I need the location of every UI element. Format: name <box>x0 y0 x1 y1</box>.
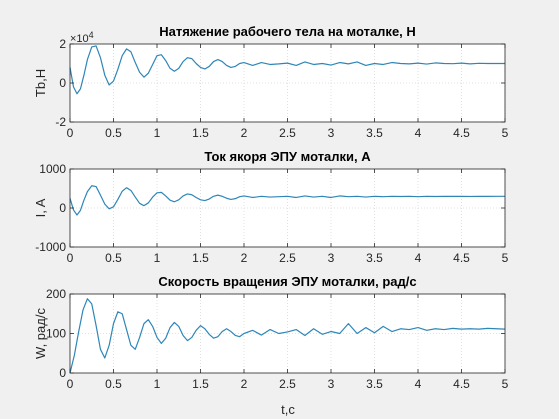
current-y-tick-label: 0 <box>59 201 66 215</box>
speed-x-tick-label: 3 <box>328 377 335 391</box>
speed-x-tick-label: 4 <box>415 377 422 391</box>
current-series-line-0 <box>69 185 505 216</box>
current-x-tick-label: 4 <box>415 251 422 265</box>
current-y-tick-label: 1000 <box>39 162 66 176</box>
speed-x-tick-label: 1.5 <box>192 377 209 391</box>
tension-y-tick-label: 0 <box>59 76 66 90</box>
current-x-tick-label: 3.5 <box>366 251 383 265</box>
tension-y-exponent: ×104 <box>70 30 94 45</box>
speed-y-tick-label: 0 <box>59 366 66 380</box>
current-x-tick-label: 3 <box>328 251 335 265</box>
current-x-tick-label: 2.5 <box>279 251 296 265</box>
tension-x-tick-label: 1.5 <box>192 126 209 140</box>
tension-x-tick-label: 3 <box>328 126 335 140</box>
speed-x-tick-label: 4.5 <box>453 377 470 391</box>
speed-x-tick-label: 2 <box>241 377 248 391</box>
tension-y-tick-label: -2 <box>55 115 66 129</box>
tension-x-tick-label: 4 <box>415 126 422 140</box>
tension-y-axis-label: Tb,H <box>33 69 48 97</box>
tension-title: Натяжение рабочего тела на моталке, Н <box>159 24 416 39</box>
current-x-tick-label: 0.5 <box>105 251 122 265</box>
tension-x-tick-label: 3.5 <box>366 126 383 140</box>
speed-x-tick-label: 1 <box>154 377 161 391</box>
speed-y-tick-label: 100 <box>46 327 66 341</box>
speed-y-axis-label: W, рад/с <box>33 308 48 359</box>
current-title: Ток якоря ЭПУ моталки, А <box>204 149 371 164</box>
current-x-tick-label: 4.5 <box>453 251 470 265</box>
speed-x-tick-label: 2.5 <box>279 377 296 391</box>
tension-x-tick-label: 0 <box>67 126 74 140</box>
speed-x-tick-label: 5 <box>502 377 509 391</box>
current-y-tick-label: -1000 <box>35 240 66 254</box>
tension-y-tick-label: 2 <box>59 37 66 51</box>
tension-x-tick-label: 2 <box>241 126 248 140</box>
tension-x-tick-label: 5 <box>502 126 509 140</box>
speed-title: Скорость вращения ЭПУ моталки, рад/с <box>158 274 416 289</box>
speed-x-tick-label: 3.5 <box>366 377 383 391</box>
current-x-tick-label: 1.5 <box>192 251 209 265</box>
current-x-tick-label: 5 <box>502 251 509 265</box>
current-y-axis-label: I, A <box>33 198 48 217</box>
tension-x-tick-label: 0.5 <box>105 126 122 140</box>
speed-x-tick-label: 0 <box>67 377 74 391</box>
tension-x-tick-label: 1 <box>154 126 161 140</box>
current-x-tick-label: 2 <box>241 251 248 265</box>
tension-series-line-0 <box>69 45 505 95</box>
axes-speed: 0 0.5 1 1.5 2 2.5 3 3.5 4 4.5 5 0 100 200 Скорость вра… <box>33 274 509 391</box>
tension-x-tick-label: 2.5 <box>279 126 296 140</box>
x-axis-label: t,c <box>281 402 295 417</box>
current-x-tick-label: 0 <box>67 251 74 265</box>
speed-y-tick-label: 200 <box>46 287 66 301</box>
speed-series-line-0 <box>69 298 506 374</box>
speed-x-tick-label: 0.5 <box>105 377 122 391</box>
current-x-tick-label: 1 <box>154 251 161 265</box>
tension-x-tick-label: 4.5 <box>453 126 470 140</box>
